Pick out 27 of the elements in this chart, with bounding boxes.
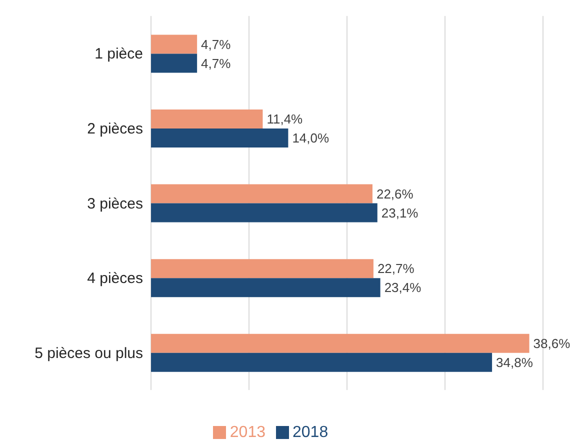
data-label: 34,8% [496,355,534,370]
data-label: 4,7% [201,56,232,71]
y-tick-label: 4 pièces [87,270,143,288]
data-label: 4,7% [201,36,232,52]
y-tick-label: 2 pièces [87,120,143,138]
bar [151,54,198,73]
bar [151,259,374,278]
legend-label: 2018 [292,424,328,441]
data-label: 22,6% [376,186,414,202]
legend-label: 2013 [230,424,266,441]
data-label: 22,7% [377,261,415,276]
bar [151,278,380,298]
bar [151,334,530,353]
data-label: 14,0% [292,130,330,146]
bar [151,203,378,222]
data-label: 11,4% [266,112,304,127]
data-label: 23,4% [384,280,422,296]
bar [151,34,198,54]
bar [151,184,372,204]
y-tick-label: 5 pièces ou plus [34,344,143,362]
bar [151,128,288,148]
data-label: 23,1% [381,205,419,220]
bar [151,110,263,128]
y-tick-label: 3 pièces [87,195,143,212]
y-tick-label: 1 pièce [94,46,143,63]
data-label: 38,6% [533,336,571,352]
bar [151,352,492,372]
